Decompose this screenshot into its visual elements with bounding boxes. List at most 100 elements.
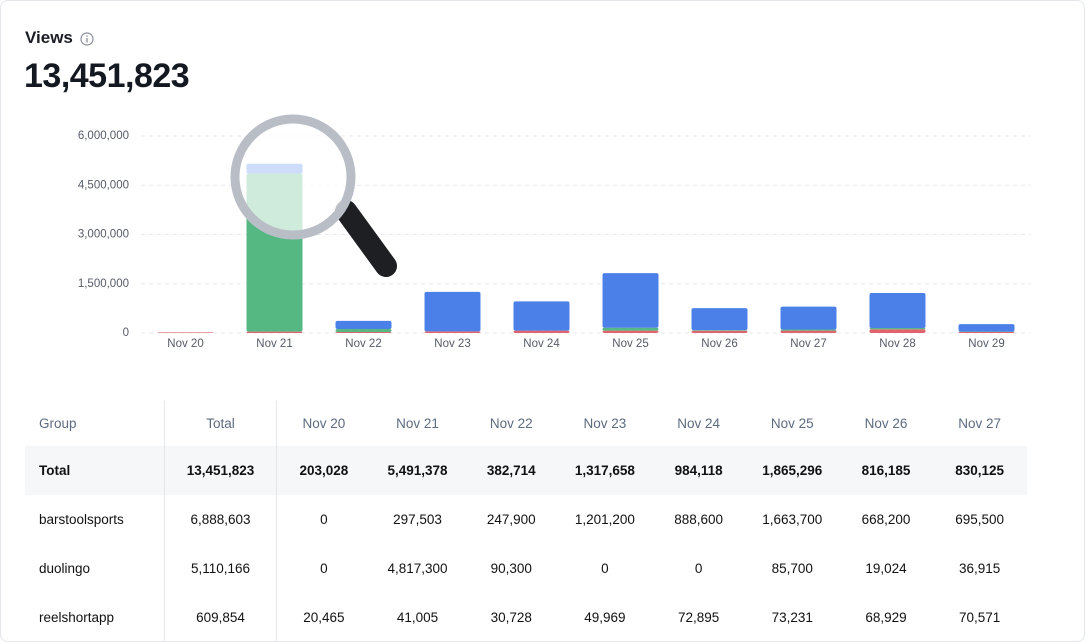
bar-segment [870,329,926,333]
table-cell: 0 [277,495,371,544]
table-cell: 1,317,658 [558,446,652,495]
table-cell: 1,865,296 [745,446,839,495]
bar-segment [781,331,837,333]
table-cell: 0 [558,544,652,593]
bar-segment [336,321,392,329]
table-cell: 5,110,166 [165,544,277,593]
table-cell: 203,028 [277,446,371,495]
y-tick-label: 4,500,000 [78,179,129,191]
bar-segment [781,307,837,330]
column-header: Nov 27 [933,401,1027,446]
bar-segment [692,330,748,331]
table-cell: 5,491,378 [371,446,465,495]
x-tick-label: Nov 27 [790,338,826,350]
table-cell: 4,817,300 [371,544,465,593]
bar-segment [514,331,570,333]
table-cell: 888,600 [652,495,746,544]
x-tick-label: Nov 20 [167,338,203,350]
table-cell: 73,231 [745,593,839,642]
x-tick-label: Nov 26 [701,338,737,350]
table-cell: 668,200 [839,495,933,544]
table-cell: duolingo [25,544,165,593]
table-cell: barstoolsports [25,495,165,544]
bar-segment [247,332,303,333]
table-cell: 85,700 [745,544,839,593]
bar-segment [425,331,481,333]
bar-segment [781,329,837,330]
bar-segment [692,308,748,330]
column-header: Nov 20 [277,401,371,446]
column-header: Nov 26 [839,401,933,446]
table-cell: 19,024 [839,544,933,593]
bar-segment [336,329,392,332]
bar-segment [692,331,748,333]
chart: 0 1,500,000 3,000,000 4,500,000 6,000,000 Nov… [1,111,1085,361]
total-views: 13,451,823 [24,57,189,96]
bar-segment [959,324,1015,332]
table-cell: 30,728 [464,593,558,642]
magnifier-lens [235,119,351,235]
table-cell: 1,663,700 [745,495,839,544]
table-cell: 247,900 [464,495,558,544]
column-header: Nov 23 [558,401,652,446]
table-cell: 49,969 [558,593,652,642]
bar-segment [603,328,659,331]
table-cell: 816,185 [839,446,933,495]
table-cell: 13,451,823 [165,446,277,495]
column-header: Group [25,401,165,446]
column-header: Total [165,401,277,446]
table-cell: 1,201,200 [558,495,652,544]
table-cell: 20,465 [277,593,371,642]
column-header: Nov 24 [652,401,746,446]
y-tick-label: 1,500,000 [78,278,129,290]
table-cell: 6,888,603 [165,495,277,544]
info-icon[interactable] [80,32,94,46]
table-cell: 68,929 [839,593,933,642]
card-title: Views [25,28,73,48]
column-header: Nov 21 [371,401,465,446]
x-tick-label: Nov 29 [968,338,1004,350]
table-cell: 984,118 [652,446,746,495]
table-cell: 609,854 [165,593,277,642]
bar-segment [870,328,926,329]
bar-segment [514,301,570,330]
table-cell: 90,300 [464,544,558,593]
x-tick-label: Nov 22 [345,338,381,350]
y-tick-label: 6,000,000 [78,130,129,142]
table-cell: reelshortapp [25,593,165,642]
x-tick-label: Nov 28 [879,338,915,350]
bar-segment [336,332,392,333]
bar-segment [158,332,214,333]
table-cell: 830,125 [933,446,1027,495]
magnifier-handle [346,211,386,266]
x-tick-label: Nov 25 [612,338,648,350]
table-cell: 0 [652,544,746,593]
bar-segment [603,273,659,328]
x-tick-label: Nov 24 [523,338,560,350]
table-cell: 0 [277,544,371,593]
column-header: Nov 25 [745,401,839,446]
table-cell: 382,714 [464,446,558,495]
y-tick-label: 3,000,000 [78,229,129,241]
column-header: Nov 22 [464,401,558,446]
table-cell: Total [25,446,165,495]
bar-segment [425,292,481,331]
bar-segment [603,331,659,333]
table-cell: 41,005 [371,593,465,642]
table-cell: 72,895 [652,593,746,642]
table-cell: 297,503 [371,495,465,544]
x-tick-label: Nov 23 [434,338,470,350]
y-tick-label: 0 [123,327,129,339]
bar-segment [959,332,1015,333]
x-tick-label: Nov 21 [256,338,292,350]
table-cell: 695,500 [933,495,1027,544]
bar-segment [870,293,926,328]
